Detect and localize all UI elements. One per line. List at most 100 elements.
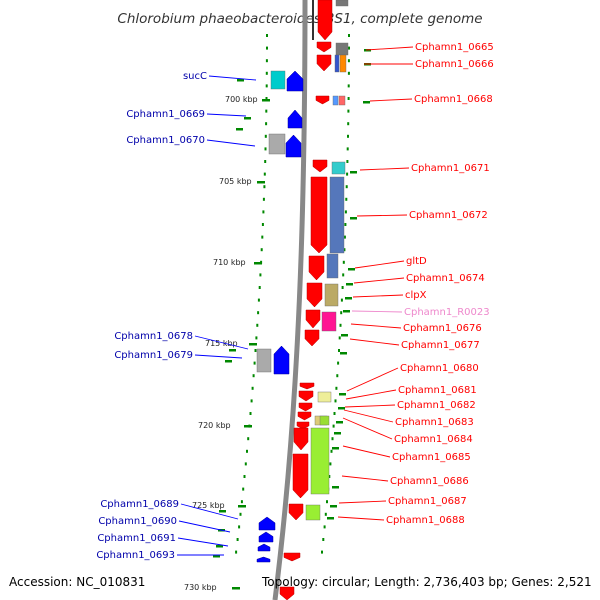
- feature-marker: [244, 117, 251, 120]
- guide-dot: [265, 59, 268, 63]
- guide-dot: [323, 525, 326, 529]
- gene-label-left[interactable]: Cphamn1_0693: [96, 550, 175, 561]
- gene-label-right[interactable]: Cphamn1_0681: [398, 385, 477, 396]
- accession-text: Accession: NC_010831: [9, 575, 145, 589]
- kbp-tick-mark: [254, 262, 262, 265]
- feature-marker: [350, 217, 357, 220]
- gene-label-right[interactable]: Cphamn1_0680: [400, 363, 479, 374]
- kbp-tick-mark: [257, 181, 265, 184]
- gene-label-right[interactable]: Cphamn1_0671: [411, 163, 490, 174]
- gene-label-right[interactable]: Cphamn1_0687: [388, 496, 467, 507]
- leader-line: [359, 167, 410, 171]
- guide-dot: [252, 374, 255, 378]
- guide-dot: [253, 361, 256, 365]
- gene-label-right[interactable]: Cphamn1_0686: [390, 476, 469, 487]
- feature-domain-box: [334, 54, 340, 73]
- feature-marker: [334, 432, 341, 435]
- feature-marker: [341, 334, 348, 337]
- guide-dot: [244, 462, 247, 466]
- kbp-scale: 700 kbp 705 kbp 710 kbp 715 kbp 720 kbp 725 k…: [184, 49, 371, 592]
- gene-label-right[interactable]: Cphamn1_0672: [409, 210, 488, 221]
- guide-dot: [346, 160, 349, 163]
- gene-label-left[interactable]: Cphamn1_0670: [126, 135, 205, 146]
- forward-gene-arrow: [279, 586, 295, 600]
- kbp-tick-label: 730 kbp: [184, 583, 217, 592]
- gene-label-right[interactable]: Cphamn1_0676: [403, 323, 482, 334]
- gene-labels: Cphamn1_0665 Cphamn1_0666 Cphamn1_0668 Cpha…: [96, 42, 493, 561]
- guide-dot: [266, 34, 268, 37]
- guide-dot: [262, 210, 265, 214]
- guide-dot: [235, 550, 238, 554]
- guide-dot: [337, 361, 340, 365]
- gene-label-right[interactable]: gltD: [406, 256, 427, 267]
- leader-line: [337, 516, 385, 521]
- feature-marker: [345, 297, 352, 300]
- leader-line: [350, 323, 402, 329]
- gene-label-left[interactable]: Cphamn1_0679: [114, 350, 193, 361]
- forward-gene-arrow: [288, 503, 304, 521]
- gene-label-right[interactable]: Cphamn1_0666: [415, 59, 494, 70]
- guide-dot: [344, 210, 347, 214]
- guide-dot: [256, 323, 259, 327]
- guide-dot: [249, 412, 252, 415]
- feature-marker: [343, 310, 350, 313]
- feature-marker: [340, 352, 347, 355]
- track-guide-dots: [235, 34, 350, 554]
- leader-line: [194, 335, 249, 350]
- leader-line: [342, 445, 391, 458]
- guide-dot: [265, 84, 268, 88]
- feature-marker: [332, 447, 339, 450]
- reverse-gene-arrow: [256, 556, 271, 563]
- guide-dot: [264, 147, 267, 151]
- kbp-tick-mark: [232, 587, 240, 590]
- gene-label-right[interactable]: Cphamn1_0688: [386, 515, 465, 526]
- guide-dot: [332, 424, 335, 428]
- gene-label-right[interactable]: clpX: [405, 290, 427, 301]
- kbp-tick-label: 705 kbp: [219, 177, 252, 186]
- gene-label-right[interactable]: Cphamn1_0668: [414, 94, 493, 105]
- gene-label-left[interactable]: Cphamn1_0678: [114, 331, 193, 342]
- forward-gene-arrow: [308, 255, 325, 281]
- guide-dot: [261, 235, 264, 239]
- gene-label-right[interactable]: Cphamn1_0665: [415, 42, 494, 53]
- kbp-tick-mark: [244, 425, 252, 428]
- gene-label-right[interactable]: Cphamn1_0682: [397, 400, 476, 411]
- guide-dot: [340, 298, 343, 302]
- leader-line: [206, 113, 247, 117]
- feature-domain-box: [329, 176, 345, 254]
- gene-label-right[interactable]: Cphamn1_0684: [394, 434, 473, 445]
- reverse-gene-arrow: [257, 543, 271, 552]
- guide-dot: [262, 197, 265, 201]
- gene-label-left[interactable]: Cphamn1_0689: [100, 499, 179, 510]
- forward-gene-arrow: [296, 421, 310, 430]
- guide-dot: [322, 538, 325, 541]
- gene-label-right[interactable]: Cphamn1_0677: [401, 340, 480, 351]
- gene-label-left[interactable]: Cphamn1_0669: [126, 109, 205, 120]
- gene-label-right[interactable]: Cphamn1_0674: [406, 273, 485, 284]
- guide-dot: [347, 71, 350, 75]
- guide-dot: [344, 223, 347, 226]
- guide-dot: [264, 134, 267, 138]
- gene-label-left[interactable]: sucC: [183, 71, 207, 82]
- feature-marker: [213, 555, 220, 558]
- gene-label-right[interactable]: Cphamn1_0685: [392, 452, 471, 463]
- feature-marker: [348, 268, 355, 271]
- gene-label-right[interactable]: Cphamn1_0683: [395, 417, 474, 428]
- gene-label-right[interactable]: Cphamn1_R0023: [404, 307, 490, 318]
- forward-gene-arrow: [304, 329, 320, 347]
- guide-dot: [324, 512, 327, 516]
- gene-label-left[interactable]: Cphamn1_0690: [98, 516, 177, 527]
- guide-dot: [265, 71, 268, 75]
- feature-domain-box: [319, 415, 330, 426]
- leader-line: [354, 260, 405, 269]
- leader-line: [343, 409, 394, 423]
- leader-line: [208, 75, 257, 81]
- guide-dot: [240, 500, 243, 504]
- gene-label-left[interactable]: Cphamn1_0691: [97, 533, 176, 544]
- feature-marker: [229, 349, 236, 352]
- feature-domain-box: [268, 133, 286, 155]
- gene-features: [256, 0, 349, 600]
- feature-marker: [338, 407, 345, 410]
- leader-line: [345, 389, 397, 400]
- kbp-tick-label: 725 kbp: [192, 501, 225, 510]
